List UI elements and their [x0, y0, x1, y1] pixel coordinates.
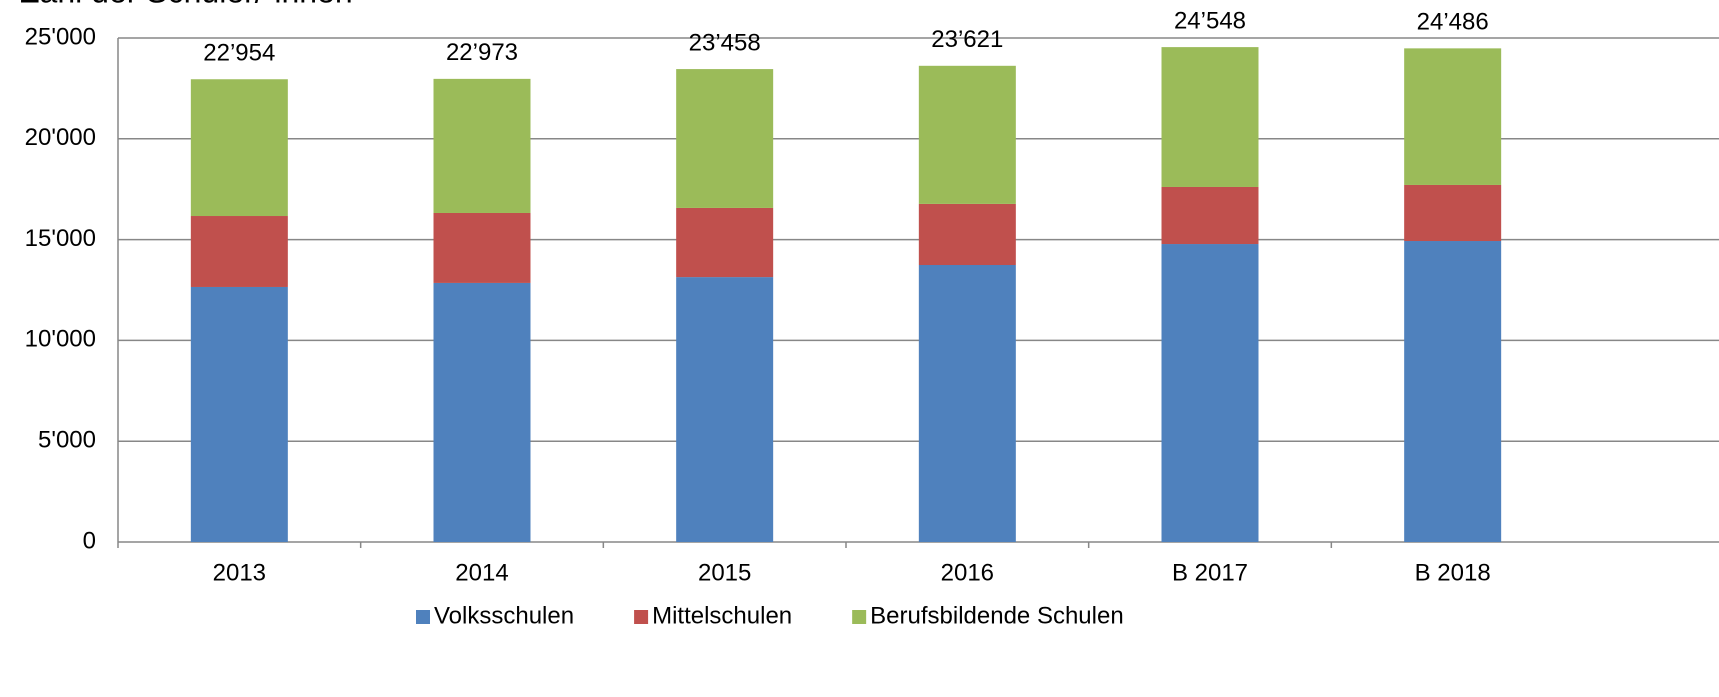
bar-segment: [1404, 48, 1502, 185]
x-tick-label: 2015: [698, 559, 751, 586]
bar-segment: [918, 265, 1016, 542]
bar-segment: [190, 216, 288, 287]
bar-segment: [1161, 244, 1259, 542]
bar-segment: [918, 65, 1016, 204]
bar-segment: [1404, 241, 1502, 542]
bar-segment: [433, 282, 531, 542]
x-tick-label: B 2017: [1172, 559, 1248, 586]
x-tick-label: 2013: [213, 559, 266, 586]
legend-label: Mittelschulen: [652, 602, 792, 629]
y-tick-label: 5'000: [38, 427, 96, 454]
legend-swatch: [634, 610, 649, 624]
legend-label: Berufsbildende Schulen: [870, 602, 1124, 629]
bar-segment: [676, 207, 774, 278]
bar-segment: [918, 203, 1016, 266]
chart-title: Zahl der Schüler/-innen: [20, 0, 353, 9]
y-tick-label: 25'000: [25, 23, 96, 50]
bar-segment: [676, 69, 774, 208]
legend-label: Volksschulen: [434, 602, 574, 629]
bar-segment: [676, 277, 774, 542]
bar-segment: [190, 286, 288, 542]
y-tick-label: 15'000: [25, 225, 96, 252]
total-label: 23’621: [931, 26, 1003, 53]
x-tick-label: 2014: [455, 559, 508, 586]
bar-segment: [1161, 186, 1259, 245]
x-tick-label: 2016: [941, 559, 994, 586]
legend-swatch: [416, 610, 430, 624]
y-tick-label: 0: [83, 527, 96, 554]
total-label: 22’954: [203, 40, 275, 67]
total-label: 23’458: [689, 29, 761, 56]
bar-segment: [433, 78, 531, 213]
legend-swatch: [852, 610, 867, 624]
bar-segment: [190, 79, 288, 217]
x-tick-label: B 2018: [1415, 559, 1491, 586]
bar-segment: [433, 212, 531, 283]
total-label: 22’973: [446, 39, 518, 66]
bar-segment: [1404, 184, 1502, 242]
total-label: 24’486: [1417, 9, 1489, 36]
bar-segment: [1161, 47, 1259, 187]
y-tick-label: 10'000: [25, 326, 96, 353]
total-label: 24’548: [1174, 7, 1246, 34]
y-tick-label: 20'000: [25, 124, 96, 151]
